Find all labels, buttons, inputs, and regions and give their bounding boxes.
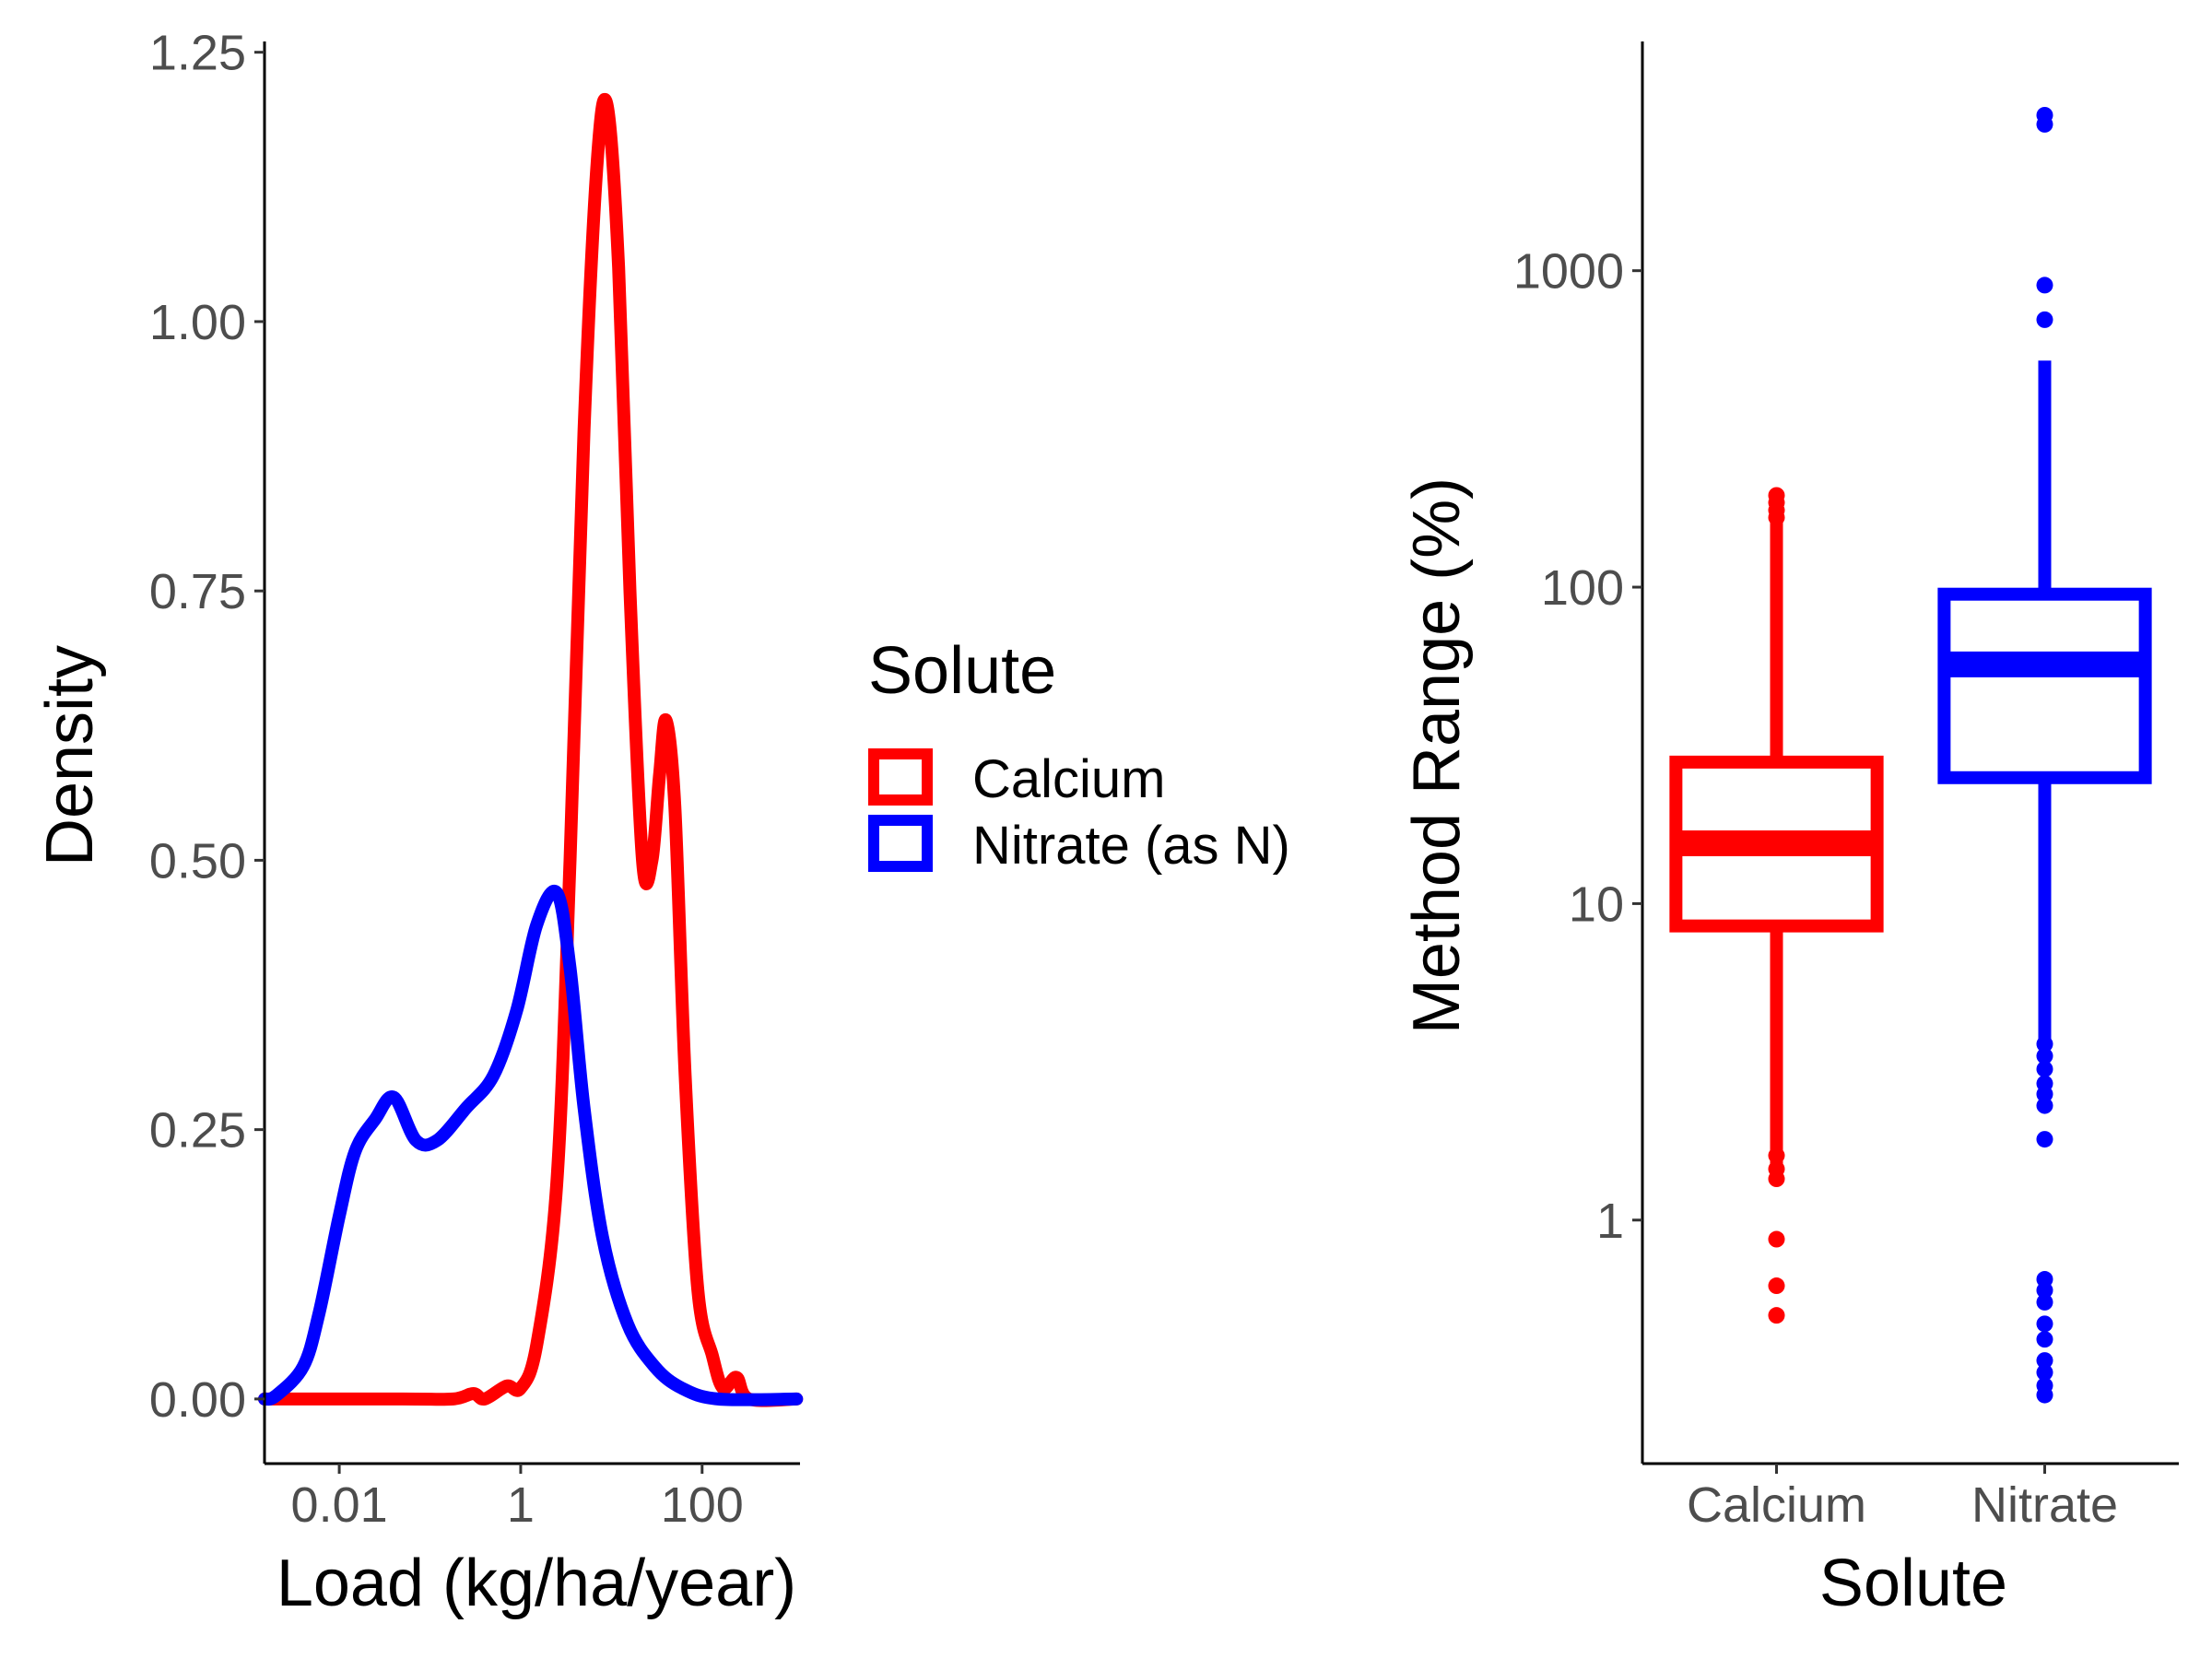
box-axes: 1 10 100 1000 Calcium Nitrate [1513, 41, 2179, 1533]
density-y-tick-label: 1.00 [149, 295, 246, 350]
legend-item-calcium: Calcium [868, 748, 1166, 809]
box-outlier-calcium [1768, 1230, 1785, 1248]
density-line-nitrate-as-n [258, 884, 804, 1406]
box-y-tick-label: 100 [1541, 560, 1624, 616]
legend-label-calcium: Calcium [972, 749, 1166, 809]
box-outlier-calcium [1768, 1160, 1785, 1178]
density-y-tick-label: 1.25 [149, 26, 246, 81]
box-outlier-nitrate [2036, 1315, 2053, 1333]
box-x-tick-label: Calcium [1687, 1477, 1866, 1533]
box-outlier-nitrate [2036, 1271, 2053, 1288]
legend: Solute Calcium Nitrate (as N) [868, 634, 1290, 876]
legend-key-nitrate [868, 815, 933, 872]
box-outlier-nitrate [2036, 276, 2053, 294]
density-series-layer [258, 93, 804, 1407]
box-outlier-nitrate [2036, 1047, 2053, 1065]
density-plot: 0.00 0.25 0.50 0.75 1.00 1.25 0.01 1 100 Load (k… [33, 26, 804, 1620]
density-x-tick-label: 100 [661, 1477, 744, 1533]
box-outlier-nitrate [2036, 1352, 2053, 1370]
box-calcium [1669, 487, 1884, 1324]
legend-label-nitrate: Nitrate (as N) [972, 816, 1290, 876]
density-line-calcium [258, 93, 804, 1407]
density-y-tick-label: 0.75 [149, 564, 246, 619]
density-y-tick-label: 0.00 [149, 1372, 246, 1428]
box-outlier-nitrate [2036, 311, 2053, 328]
density-x-tick-label: 1 [507, 1477, 535, 1533]
box-outlier-nitrate [2036, 1377, 2053, 1394]
box-plot: 1 10 100 1000 Calcium Nitrate Solute Method R… [1400, 41, 2179, 1620]
box-outlier-calcium [1768, 1307, 1785, 1324]
box-outlier-nitrate [2036, 106, 2053, 124]
box-outlier-calcium [1768, 487, 1785, 504]
box-y-tick-label: 10 [1569, 877, 1624, 932]
box-outlier-nitrate [2036, 1364, 2053, 1382]
box-outlier-nitrate [2036, 1331, 2053, 1348]
box-iqr-nitrate [1937, 587, 2152, 784]
box-y-tick-label: 1000 [1513, 244, 1624, 300]
box-outlier-nitrate [2036, 1097, 2053, 1114]
box-marks-layer [1669, 106, 2152, 1404]
density-axes: 0.00 0.25 0.50 0.75 1.00 1.25 0.01 1 100 [149, 26, 800, 1533]
density-y-tick-label: 0.50 [149, 833, 246, 888]
box-outlier-nitrate [2036, 1035, 2053, 1053]
box-outlier-calcium [1768, 1147, 1785, 1164]
legend-title: Solute [868, 634, 1056, 708]
box-x-tick-label: Nitrate [1971, 1477, 2118, 1533]
legend-item-nitrate: Nitrate (as N) [868, 815, 1290, 876]
legend-key-calcium [868, 748, 933, 806]
box-outlier-nitrate [2036, 1293, 2053, 1311]
box-outlier-calcium [1768, 1277, 1785, 1295]
box-x-axis-title: Solute [1819, 1547, 2007, 1620]
density-x-axis-title: Load (kg/ha/year) [276, 1547, 796, 1620]
density-y-axis-title: Density [33, 645, 107, 866]
box-y-tick-label: 1 [1596, 1194, 1624, 1249]
box-y-axis-title: Method Range (%) [1400, 477, 1474, 1034]
box-outlier-nitrate [2036, 1060, 2053, 1077]
box-nitrate [1937, 106, 2152, 1404]
density-x-tick-label: 0.01 [291, 1477, 388, 1533]
box-outlier-nitrate [2036, 1131, 2053, 1148]
box-outlier-nitrate [2036, 1075, 2053, 1092]
density-y-tick-label: 0.25 [149, 1103, 246, 1159]
